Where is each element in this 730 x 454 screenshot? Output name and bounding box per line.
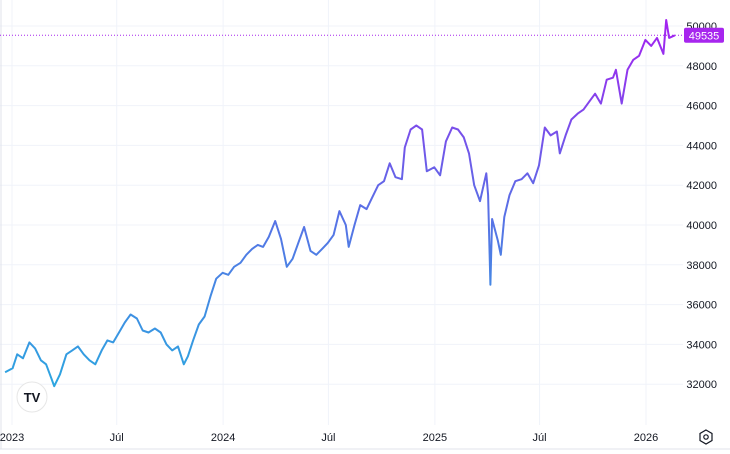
y-tick-label: 44000 <box>686 140 717 152</box>
x-tick-label: 2023 <box>0 432 24 444</box>
y-tick-label: 42000 <box>686 180 717 192</box>
y-tick-label: 40000 <box>686 220 717 232</box>
x-tick-label: 2025 <box>423 432 447 444</box>
tradingview-logo[interactable]: TV <box>16 381 48 413</box>
x-axis: 2023 Júl 2024 Júl 2025 Júl 2026 <box>0 432 658 444</box>
last-price-text: 49535 <box>689 30 720 42</box>
x-tick-label: 2024 <box>211 432 235 444</box>
x-tick-label: Júl <box>533 432 547 444</box>
y-tick-label: 36000 <box>686 300 717 312</box>
y-axis: 32000 34000 36000 38000 40000 42000 44000 46000… <box>686 21 717 391</box>
x-tick-label: Júl <box>110 432 124 444</box>
y-tick-label: 48000 <box>686 61 717 73</box>
x-tick-label: Júl <box>321 432 335 444</box>
logo-mark: TV <box>24 390 41 405</box>
last-price-box <box>684 27 724 43</box>
settings-gear-icon[interactable] <box>699 429 713 445</box>
x-tick-label: 2026 <box>634 432 658 444</box>
y-tick-label: 34000 <box>686 339 717 351</box>
y-tick-label: 46000 <box>686 101 717 113</box>
price-line <box>4 19 676 388</box>
y-tick-label: 32000 <box>686 379 717 391</box>
y-tick-label: 38000 <box>686 260 717 272</box>
grid <box>0 0 683 425</box>
last-price-label: 49535 <box>684 27 724 43</box>
